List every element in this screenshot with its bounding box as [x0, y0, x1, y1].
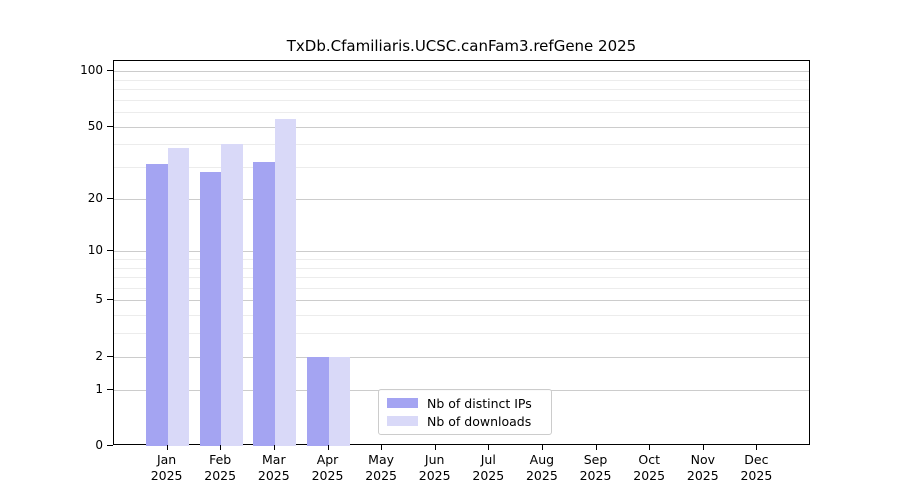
legend-item-downloads: Nb of downloads: [387, 414, 543, 429]
bar-downloads-jan: [167, 148, 190, 446]
x-tick-mark: [702, 445, 704, 450]
y-tick-label: 10: [87, 243, 103, 258]
x-tick-mark: [541, 445, 543, 450]
y-tick-mark: [107, 388, 113, 390]
x-tick-label-jan: Jan 2025: [150, 452, 183, 483]
y-tick-label: 50: [87, 118, 103, 133]
gridline-minor: [114, 88, 809, 90]
y-tick-mark: [107, 299, 113, 301]
x-tick-mark: [273, 445, 275, 450]
legend: Nb of distinct IPs Nb of downloads: [378, 389, 552, 435]
gridline-minor: [114, 79, 809, 81]
bar-downloads-feb: [221, 144, 243, 446]
x-tick-label-jul: Jul 2025: [472, 452, 505, 483]
gridline-minor: [114, 267, 809, 269]
gridline-major: [114, 198, 809, 200]
x-tick-label-sep: Sep 2025: [579, 452, 612, 483]
gridline-major: [114, 126, 809, 128]
x-tick-label-mar: Mar 2025: [257, 452, 290, 483]
x-tick-mark: [220, 445, 222, 450]
legend-label-distinct-ips: Nb of distinct IPs: [427, 395, 532, 411]
bar-distinct-ips-apr: [307, 356, 329, 446]
x-tick-label-oct: Oct 2025: [633, 452, 666, 483]
plot-area: [113, 60, 810, 446]
x-tick-label-aug: Aug 2025: [525, 452, 558, 483]
x-tick-mark: [595, 445, 597, 450]
gridline-minor: [114, 258, 809, 260]
gridline-minor: [114, 277, 809, 278]
x-tick-mark: [327, 445, 329, 450]
gridline-major: [114, 251, 809, 253]
x-tick-label-dec: Dec 2025: [740, 452, 773, 483]
gridline-minor: [114, 315, 809, 317]
x-tick-mark: [756, 445, 758, 450]
gridline-major: [114, 356, 809, 358]
legend-swatch-distinct-ips: [387, 398, 418, 408]
gridline-minor: [114, 144, 809, 146]
y-tick-mark: [107, 70, 113, 71]
legend-label-downloads: Nb of downloads: [427, 413, 532, 429]
y-tick-mark: [107, 250, 113, 252]
y-tick-label: 100: [80, 63, 103, 77]
x-tick-mark: [649, 445, 651, 450]
y-tick-label: 20: [87, 190, 103, 205]
y-tick-label: 0: [95, 438, 103, 452]
y-tick-label: 2: [95, 348, 103, 363]
gridline-minor: [114, 167, 809, 168]
y-tick-mark: [107, 355, 113, 357]
bar-downloads-apr: [328, 356, 350, 446]
chart-title: TxDb.Cfamiliaris.UCSC.canFam3.refGene 20…: [286, 37, 637, 55]
y-tick-mark: [107, 197, 113, 199]
x-tick-mark: [488, 445, 490, 450]
bar-distinct-ips-feb: [199, 172, 222, 446]
gridline-minor: [114, 333, 809, 335]
x-tick-mark: [166, 445, 168, 450]
legend-item-distinct-ips: Nb of distinct IPs: [387, 396, 543, 411]
y-tick-label: 5: [95, 292, 103, 307]
gridline-minor: [114, 112, 809, 113]
y-tick-label: 1: [95, 381, 103, 396]
x-tick-label-jun: Jun 2025: [418, 452, 451, 483]
x-tick-mark: [434, 445, 436, 450]
bar-distinct-ips-mar: [253, 161, 275, 446]
x-tick-label-nov: Nov 2025: [686, 452, 719, 483]
x-tick-label-feb: Feb 2025: [204, 452, 237, 483]
gridline-major: [114, 71, 809, 72]
gridline-minor: [114, 287, 809, 289]
x-tick-mark: [381, 445, 383, 450]
y-tick-mark: [107, 445, 113, 446]
gridline-minor: [114, 99, 809, 101]
x-tick-label-apr: Apr 2025: [311, 452, 344, 483]
x-tick-label-may: May 2025: [365, 452, 397, 483]
y-tick-mark: [107, 125, 113, 127]
legend-swatch-downloads: [387, 416, 418, 426]
bar-distinct-ips-jan: [146, 164, 168, 446]
gridline-major: [114, 300, 809, 302]
bar-downloads-mar: [274, 118, 297, 446]
